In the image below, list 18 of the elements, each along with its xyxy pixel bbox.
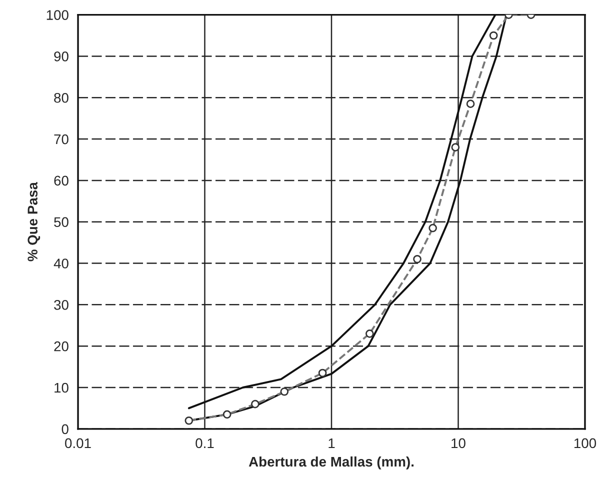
y-tick-label: 50 <box>54 217 68 228</box>
y-tick-label: 80 <box>54 92 68 103</box>
y-tick-label: 70 <box>54 134 68 144</box>
y-tick-label: 90 <box>54 52 68 62</box>
x-tick-label: 10 <box>452 438 466 448</box>
x-tick-label: 0.01 <box>65 438 91 448</box>
x-axis-title: Abertura de Mallas (mm). <box>248 456 414 470</box>
x-tick-label: 100 <box>574 438 596 448</box>
y-tick-label: 20 <box>54 341 68 352</box>
y-axis-title: % Que Pasa <box>28 182 40 262</box>
y-tick-label: 0 <box>62 424 68 434</box>
x-tick-label: 1 <box>328 438 335 448</box>
y-tick-label: 60 <box>54 176 68 186</box>
x-tick-label: 0.1 <box>196 438 214 448</box>
y-tick-label: 100 <box>46 10 68 20</box>
y-tick-label: 10 <box>54 382 68 393</box>
y-tick-label: 40 <box>54 258 68 268</box>
y-tick-label: 30 <box>54 300 68 310</box>
